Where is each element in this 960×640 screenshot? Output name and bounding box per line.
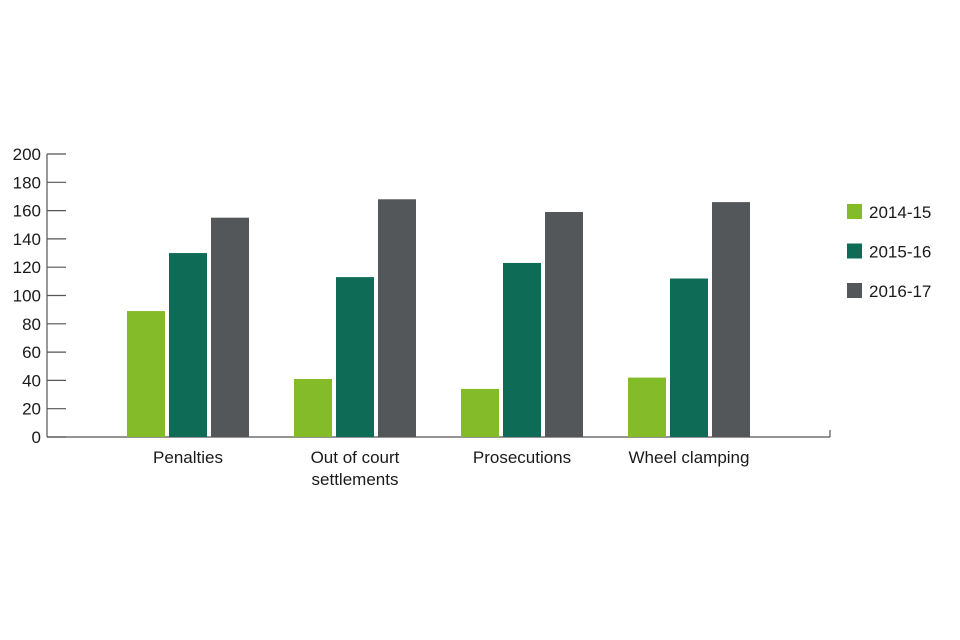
category-label: Prosecutions	[473, 448, 571, 467]
legend-label: 2015-16	[869, 243, 931, 262]
bar	[127, 311, 165, 437]
bar	[503, 262, 541, 437]
y-tick-label: 40	[22, 371, 41, 390]
category-label: Wheel clamping	[629, 448, 750, 467]
y-tick-label: 60	[22, 343, 41, 362]
legend-label: 2016-17	[869, 282, 931, 301]
bar	[378, 199, 416, 437]
legend-swatch	[847, 283, 862, 298]
bar	[336, 277, 374, 437]
y-tick-label: 140	[13, 230, 41, 249]
bar	[169, 253, 207, 437]
y-tick-label: 20	[22, 400, 41, 419]
y-tick-label: 100	[13, 287, 41, 306]
bars	[127, 199, 750, 437]
bar	[211, 217, 249, 437]
bar	[294, 378, 332, 437]
legend-swatch	[847, 204, 862, 219]
legend-swatch	[847, 243, 862, 259]
y-tick-label: 120	[13, 258, 41, 277]
y-tick-label: 180	[13, 173, 41, 192]
y-tick-label: 0	[32, 428, 41, 447]
y-tick-label: 80	[22, 315, 41, 334]
bar	[545, 212, 583, 437]
bar	[628, 377, 666, 437]
bar	[712, 202, 750, 437]
bar	[670, 278, 708, 437]
bar	[461, 388, 499, 437]
y-tick-label: 200	[13, 145, 41, 164]
legend-label: 2014-15	[869, 203, 931, 222]
legend: 2014-15 2015-16 2016-17	[847, 203, 931, 301]
category-label: Out of court	[311, 448, 400, 467]
category-label: Penalties	[153, 448, 223, 467]
y-tick-label: 160	[13, 202, 41, 221]
y-axis: 0 20 40 60 80 100 120 140 160 180 200	[13, 145, 66, 447]
category-labels: Penalties Out of court settlements Prosecut…	[153, 448, 749, 489]
category-label: settlements	[312, 470, 399, 489]
